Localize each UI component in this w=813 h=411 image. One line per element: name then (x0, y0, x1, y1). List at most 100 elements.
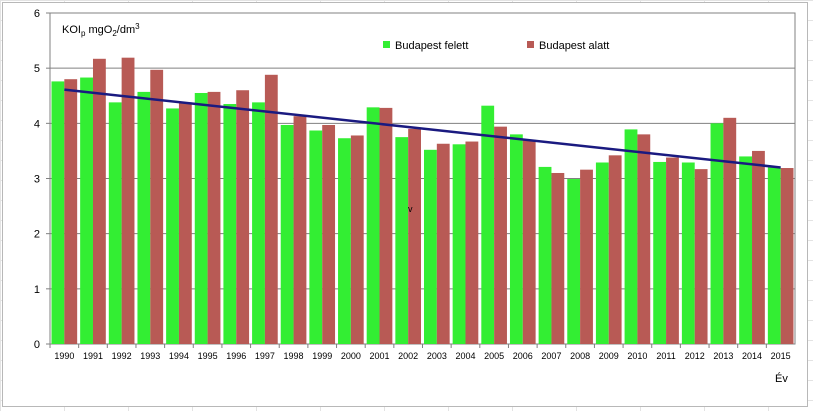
x-tick-label: 2012 (685, 351, 705, 361)
x-tick-label: 2005 (484, 351, 504, 361)
bar-budapest-felett (624, 129, 638, 344)
x-tick-label: 1991 (83, 351, 103, 361)
x-tick-label: 2006 (513, 351, 533, 361)
x-tick-label: 1998 (284, 351, 304, 361)
y-axis-label: KOIp mgO2/dm3 (62, 22, 140, 38)
bar-budapest-alatt (207, 91, 221, 344)
x-tick-label: 1990 (54, 351, 74, 361)
bar-budapest-alatt (178, 102, 192, 345)
bar-budapest-alatt (608, 155, 622, 344)
x-tick-label: 2009 (599, 351, 619, 361)
y-axis-label-tail: /dm (117, 24, 135, 36)
y-tick-label: 6 (34, 8, 40, 20)
bar-budapest-felett (739, 156, 753, 344)
bar-budapest-felett (681, 162, 695, 344)
y-tick-label: 4 (34, 118, 40, 130)
bar-budapest-alatt (379, 107, 393, 344)
bar-budapest-alatt (350, 135, 364, 344)
bar-budapest-felett (338, 138, 351, 344)
bar-budapest-felett (309, 130, 323, 344)
trendline (64, 88, 781, 169)
bar-budapest-felett (424, 149, 437, 344)
x-tick-label: 1995 (198, 351, 218, 361)
bar-budapest-felett (223, 104, 237, 344)
bar-budapest-alatt (64, 79, 78, 344)
x-tick-label: 1994 (169, 351, 189, 361)
x-tick-label: 2007 (541, 351, 561, 361)
bar-budapest-alatt (580, 169, 593, 344)
bar-budapest-felett (108, 102, 122, 345)
bar-budapest-alatt (752, 150, 765, 344)
bar-budapest-felett (538, 166, 552, 344)
bar-budapest-alatt (322, 124, 336, 345)
bar-budapest-felett (166, 108, 179, 344)
x-tick-label: 2004 (455, 351, 475, 361)
bar-budapest-alatt (551, 172, 565, 344)
bar-budapest-alatt (121, 57, 135, 345)
x-tick-label: 2013 (713, 351, 733, 361)
y-tick-label: 2 (34, 229, 40, 241)
x-axis-label: Év (775, 372, 788, 385)
bar-budapest-alatt (723, 117, 737, 344)
y-axis-label-sub1: p (81, 29, 86, 38)
bar-budapest-felett (653, 161, 667, 344)
legend: Budapest felett Budapest alatt (383, 40, 609, 52)
bar-budapest-felett (567, 179, 581, 344)
x-axis-ticks: 1990 1991 1992 1993 1994 1995 1996 1997 1998 1999… (49, 344, 791, 361)
bar-budapest-felett (767, 167, 781, 344)
legend-label-alatt: Budapest alatt (539, 40, 609, 52)
bar-budapest-alatt (264, 74, 278, 344)
bars (51, 57, 794, 345)
x-tick-label: 1999 (312, 351, 332, 361)
bar-budapest-felett (80, 77, 93, 344)
bar-budapest-felett (595, 162, 609, 344)
bar-budapest-felett (366, 107, 380, 344)
bar-budapest-alatt (666, 157, 679, 344)
bar-budapest-alatt (494, 126, 507, 344)
bar-budapest-felett (395, 137, 409, 345)
x-tick-label: 2008 (570, 351, 590, 361)
x-tick-label: 2011 (656, 351, 675, 361)
bar-budapest-alatt (150, 69, 164, 344)
y-axis-label-sub2: 2 (112, 29, 117, 38)
x-tick-label: 2002 (398, 351, 418, 361)
trendline-group (64, 88, 781, 169)
y-axis-label-sup: 3 (135, 22, 140, 31)
bar-budapest-alatt (92, 58, 106, 344)
y-tick-label: 0 (34, 339, 40, 351)
legend-swatch-alatt (527, 41, 534, 48)
x-tick-label: 2014 (742, 351, 762, 361)
y-axis-label-main: KOI (62, 24, 81, 36)
y-tick-label: 5 (34, 63, 40, 75)
y-axis-label-mid: mgO (85, 24, 112, 36)
bar-budapest-alatt (522, 139, 536, 344)
bar-budapest-felett (137, 91, 151, 344)
legend-swatch-felett (383, 41, 390, 48)
x-tick-label: 2010 (627, 351, 647, 361)
bar-budapest-alatt (694, 169, 708, 344)
bar-budapest-alatt (236, 90, 250, 344)
bar-budapest-alatt (293, 116, 307, 344)
x-tick-label: 2000 (341, 351, 361, 361)
bar-budapest-alatt (780, 168, 794, 344)
bar-budapest-felett (194, 92, 208, 345)
y-axis-ticks: 0 1 2 3 4 5 6 (34, 8, 50, 351)
x-tick-label: 1997 (255, 351, 275, 361)
bar-budapest-alatt (637, 134, 651, 344)
annotation-mark: v (408, 204, 413, 214)
bar-budapest-felett (509, 134, 523, 344)
bar-budapest-felett (280, 124, 294, 345)
x-tick-label: 2015 (771, 351, 791, 361)
bar-budapest-felett (51, 81, 65, 344)
x-tick-label: 1996 (226, 351, 246, 361)
y-tick-label: 1 (34, 284, 40, 296)
bar-budapest-alatt (465, 141, 479, 344)
y-tick-label: 3 (34, 174, 40, 186)
x-tick-label: 2001 (370, 351, 390, 361)
x-tick-label: 1992 (112, 351, 132, 361)
x-tick-label: 2003 (427, 351, 447, 361)
bar-budapest-felett (481, 105, 495, 345)
bar-budapest-alatt (408, 128, 421, 344)
bar-budapest-felett (452, 144, 466, 344)
